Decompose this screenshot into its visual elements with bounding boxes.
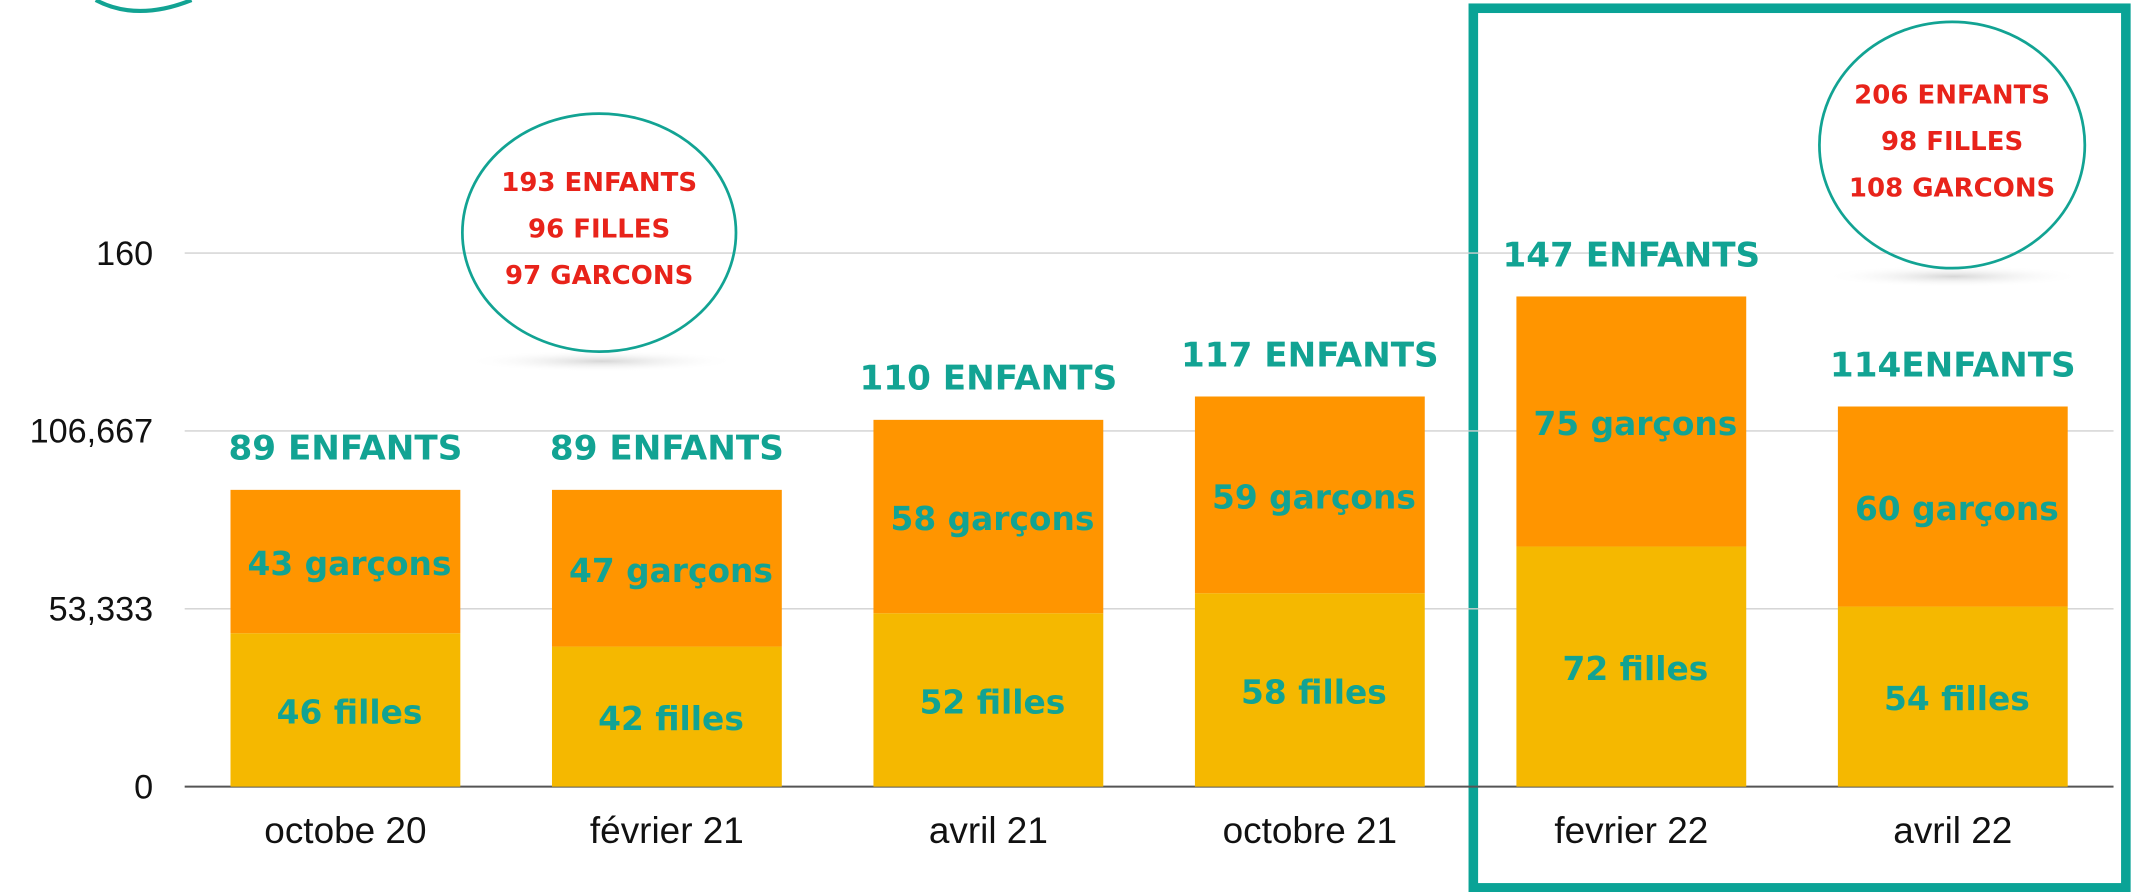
bar-segment (1194, 593, 1425, 787)
value-label: 59 garçons (1212, 478, 1416, 516)
y-tick-label: 160 (96, 235, 153, 273)
value-label: 42 filles (598, 700, 744, 738)
x-tick-label: avril 22 (1893, 810, 2012, 851)
x-tick-label: février 21 (590, 810, 744, 851)
x-tick-label: octobe 20 (264, 810, 426, 851)
annotation-text: 98 FILLES (1881, 127, 2023, 157)
total-label: 114ENFANTS (1830, 345, 2076, 385)
total-label: 147 ENFANTS (1502, 235, 1760, 275)
logo-fragment (94, 0, 193, 13)
annotation-text: 108 GARCONS (1849, 173, 2055, 203)
annotation-text: 193 ENFANTS (501, 168, 697, 198)
annotation-shadow (1823, 265, 2084, 288)
value-label: 58 garçons (891, 500, 1095, 538)
annotation-shadow (465, 350, 739, 373)
value-label: 46 filles (277, 694, 423, 732)
annotation-text: 97 GARCONS (505, 261, 693, 291)
x-tick-label: fevrier 22 (1554, 810, 1708, 851)
y-tick-label: 0 (134, 768, 153, 806)
total-label: 117 ENFANTS (1181, 335, 1439, 375)
value-label: 72 filles (1563, 650, 1709, 688)
value-label: 58 filles (1241, 674, 1387, 712)
bar-segment (230, 489, 461, 634)
x-tick-label: avril 21 (929, 810, 1048, 851)
annotation-text: 96 FILLES (528, 214, 670, 244)
bar-segment (1837, 406, 2068, 607)
total-label: 89 ENFANTS (228, 429, 462, 469)
value-label: 54 filles (1884, 680, 2030, 718)
value-label: 47 garçons (569, 552, 773, 590)
x-tick-label: octobre 21 (1223, 810, 1397, 851)
bar-segment (1516, 296, 1747, 547)
bar-segment (230, 633, 461, 787)
bar-segment (1837, 606, 2068, 787)
bar-segment (1516, 546, 1747, 787)
y-tick-label: 106,667 (30, 413, 154, 451)
bar-segment (551, 489, 782, 647)
value-label: 75 garçons (1533, 405, 1737, 443)
annotation-text: 206 ENFANTS (1854, 80, 2050, 110)
bar-segment (551, 646, 782, 787)
annotation-circle (461, 112, 738, 353)
highlight-box (1468, 3, 2131, 892)
y-tick-label: 53,333 (49, 591, 154, 629)
bar-segment (873, 419, 1104, 614)
value-label: 60 garçons (1855, 490, 2059, 528)
annotation-circle (1818, 20, 2087, 270)
bar-segment (873, 613, 1104, 787)
total-label: 89 ENFANTS (550, 429, 784, 469)
value-label: 52 filles (920, 684, 1066, 722)
bar-segment (1194, 396, 1425, 594)
total-label: 110 ENFANTS (860, 359, 1118, 399)
value-label: 43 garçons (248, 545, 452, 583)
